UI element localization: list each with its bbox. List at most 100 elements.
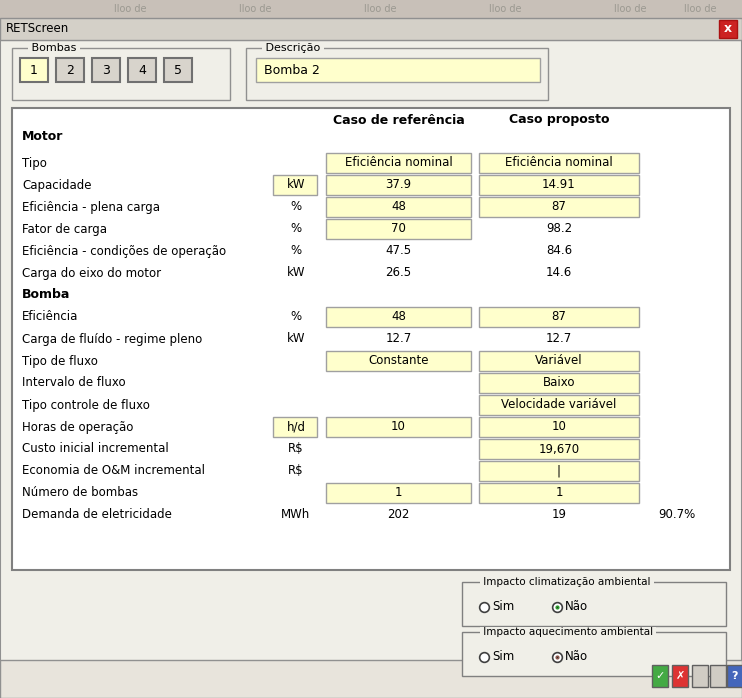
Text: Fator de carga: Fator de carga (22, 223, 107, 235)
Bar (479, 373, 639, 393)
Text: 1: 1 (30, 64, 38, 77)
Bar (719, 20, 737, 38)
Bar (326, 197, 471, 217)
Text: Caso de referência: Caso de referência (332, 114, 464, 126)
Text: Não: Não (565, 651, 588, 664)
Bar (326, 351, 471, 371)
Bar (479, 197, 639, 217)
Text: ?: ? (732, 671, 738, 681)
Text: R$: R$ (288, 443, 303, 456)
Text: 12.7: 12.7 (385, 332, 412, 346)
Bar (273, 417, 317, 437)
Text: Custo inicial incremental: Custo inicial incremental (22, 443, 168, 456)
Bar (92, 58, 120, 82)
Text: %: % (290, 311, 301, 323)
Text: Bombas: Bombas (28, 43, 80, 53)
Bar (479, 461, 639, 481)
Text: Sim: Sim (492, 651, 514, 664)
Text: 19,670: 19,670 (539, 443, 580, 456)
Bar (326, 153, 471, 173)
Bar (462, 582, 726, 626)
Text: 48: 48 (391, 200, 406, 214)
Text: Tipo controle de fluxo: Tipo controle de fluxo (22, 399, 150, 412)
Text: Caso proposto: Caso proposto (509, 114, 609, 126)
Text: 2: 2 (66, 64, 74, 77)
Bar (479, 153, 639, 173)
Text: Capacidade: Capacidade (22, 179, 91, 191)
Bar (0, 0, 742, 18)
Bar (710, 665, 726, 687)
Text: lloo de: lloo de (364, 4, 396, 14)
Text: MWh: MWh (281, 509, 311, 521)
Bar (479, 483, 639, 503)
Text: 48: 48 (391, 311, 406, 323)
Text: Bomba: Bomba (22, 288, 70, 302)
Text: Número de bombas: Número de bombas (22, 487, 138, 500)
Bar (56, 58, 84, 82)
Text: kW: kW (286, 267, 305, 279)
Text: %: % (290, 244, 301, 258)
Text: ✓: ✓ (655, 671, 665, 681)
Text: 10: 10 (551, 420, 566, 433)
Text: Motor: Motor (22, 130, 63, 142)
Text: Velocidade variável: Velocidade variável (502, 399, 617, 412)
Text: Baixo: Baixo (542, 376, 575, 389)
Bar (462, 632, 726, 676)
Text: Intervalo de fluxo: Intervalo de fluxo (22, 376, 125, 389)
Text: x: x (724, 22, 732, 36)
Text: |: | (557, 464, 561, 477)
Bar (479, 351, 639, 371)
Bar (256, 58, 540, 82)
Bar (479, 439, 639, 459)
Text: 26.5: 26.5 (385, 267, 412, 279)
Text: 19: 19 (551, 509, 566, 521)
Text: Eficiência nominal: Eficiência nominal (344, 156, 453, 170)
Text: Variável: Variável (535, 355, 582, 368)
Text: lloo de: lloo de (683, 4, 716, 14)
Text: 47.5: 47.5 (385, 244, 412, 258)
Bar (326, 219, 471, 239)
Text: 14.91: 14.91 (542, 179, 576, 191)
Bar (273, 175, 317, 195)
Text: kW: kW (286, 179, 305, 191)
Text: kW: kW (286, 332, 305, 346)
Text: 37.9: 37.9 (385, 179, 412, 191)
Bar (12, 108, 730, 570)
Text: 1: 1 (395, 487, 402, 500)
Bar (0, 660, 742, 698)
Text: RETScreen: RETScreen (6, 22, 69, 36)
Text: Carga de fluído - regime pleno: Carga de fluído - regime pleno (22, 332, 203, 346)
Text: Bomba 2: Bomba 2 (264, 64, 320, 77)
Bar (479, 175, 639, 195)
Text: lloo de: lloo de (114, 4, 146, 14)
Text: Eficiência - plena carga: Eficiência - plena carga (22, 200, 160, 214)
Text: Horas de operação: Horas de operação (22, 420, 134, 433)
Text: lloo de: lloo de (489, 4, 521, 14)
Text: Tipo: Tipo (22, 156, 47, 170)
Text: 70: 70 (391, 223, 406, 235)
Text: 87: 87 (551, 311, 566, 323)
Bar (727, 665, 742, 687)
Text: Impacto aquecimento ambiental: Impacto aquecimento ambiental (480, 627, 657, 637)
Text: Eficiência - condições de operação: Eficiência - condições de operação (22, 244, 226, 258)
Text: Eficiência: Eficiência (22, 311, 79, 323)
Text: Eficiência nominal: Eficiência nominal (505, 156, 613, 170)
Text: 98.2: 98.2 (546, 223, 572, 235)
Text: Economia de O&M incremental: Economia de O&M incremental (22, 464, 205, 477)
Bar (164, 58, 192, 82)
Bar (326, 175, 471, 195)
Text: Descrição: Descrição (262, 43, 324, 53)
Text: Constante: Constante (368, 355, 429, 368)
Text: Sim: Sim (492, 600, 514, 614)
Bar (672, 665, 688, 687)
Text: lloo de: lloo de (239, 4, 272, 14)
Text: %: % (290, 223, 301, 235)
Bar (479, 307, 639, 327)
Text: Carga do eixo do motor: Carga do eixo do motor (22, 267, 161, 279)
Text: %: % (290, 200, 301, 214)
Bar (479, 395, 639, 415)
Bar (326, 307, 471, 327)
Text: 3: 3 (102, 64, 110, 77)
Bar (0, 18, 742, 40)
Bar (12, 48, 230, 100)
